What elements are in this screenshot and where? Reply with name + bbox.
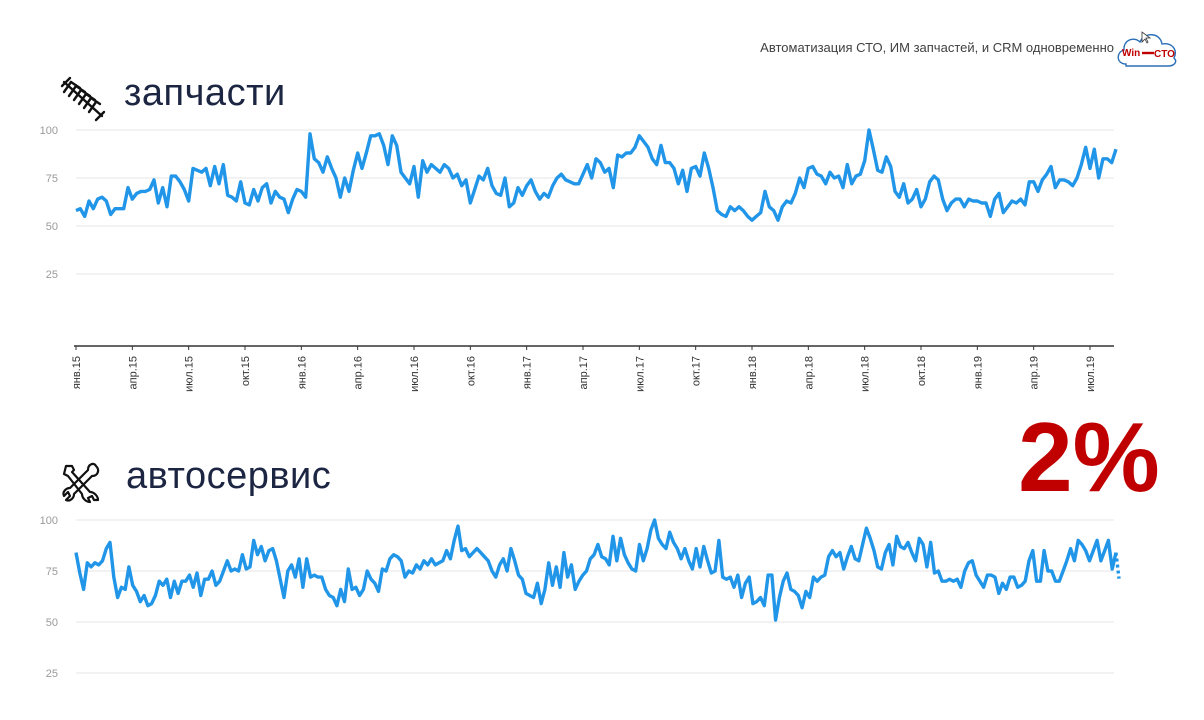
logo: Win CTO — [1117, 31, 1177, 67]
x-tick-label: июл.18 — [860, 356, 872, 392]
y-tick-label: 50 — [46, 221, 58, 233]
x-tick-label: янв.16 — [296, 356, 308, 389]
y-tick-label: 100 — [40, 125, 58, 137]
x-tick-label: июл.17 — [634, 356, 646, 392]
section-title-parts: запчасти — [124, 72, 286, 114]
y-tick-label: 75 — [46, 173, 58, 185]
x-tick-label: окт.18 — [916, 356, 928, 386]
chart-parts-demand: 25 50 75 100 янв.15 апр.15 июл.15 окт.15 янв.16 а… — [40, 125, 1118, 392]
cursor-icon — [1141, 31, 1152, 44]
x-tick-label: июл.19 — [1085, 356, 1097, 392]
x-tick-label: апр.18 — [803, 356, 815, 389]
x-tick-label: янв.19 — [972, 356, 984, 389]
forecast-line — [1114, 552, 1121, 579]
growth-percent: 2% — [1018, 402, 1160, 512]
section-title-service: автосервис — [126, 455, 332, 497]
y-tick-label: 25 — [46, 269, 58, 281]
cloud-icon — [1117, 34, 1177, 67]
series-line — [74, 518, 1118, 622]
x-tick-label: окт.16 — [465, 356, 477, 386]
x-tick-label: апр.19 — [1029, 356, 1041, 389]
chart-service-demand: 25 50 75 100 — [40, 515, 1121, 680]
x-tick-label: янв.18 — [747, 356, 759, 389]
y-tick-label: 50 — [46, 617, 58, 629]
x-tick-label: окт.15 — [240, 356, 252, 386]
x-tick-label: июл.16 — [409, 356, 421, 392]
y-tick-label: 100 — [40, 515, 58, 527]
x-tick-label: янв.15 — [71, 356, 83, 389]
x-tick-label: апр.17 — [578, 356, 590, 389]
wrench-screwdriver-icon — [62, 462, 100, 504]
series-line — [75, 128, 1118, 222]
x-tick-label: янв.17 — [522, 356, 534, 389]
x-tick-label: окт.17 — [691, 356, 703, 386]
x-tick-label: апр.16 — [353, 356, 365, 389]
y-tick-label: 75 — [46, 566, 58, 578]
spring-icon — [60, 76, 106, 122]
x-tick-label: июл.15 — [184, 356, 196, 392]
tagline: Автоматизация СТО, ИМ запчастей, и CRM о… — [760, 40, 1114, 55]
y-tick-label: 25 — [46, 668, 58, 680]
logo-text-right: CTO — [1154, 49, 1175, 60]
logo-text-left: Win — [1122, 48, 1140, 59]
x-tick-label: апр.15 — [127, 356, 139, 389]
